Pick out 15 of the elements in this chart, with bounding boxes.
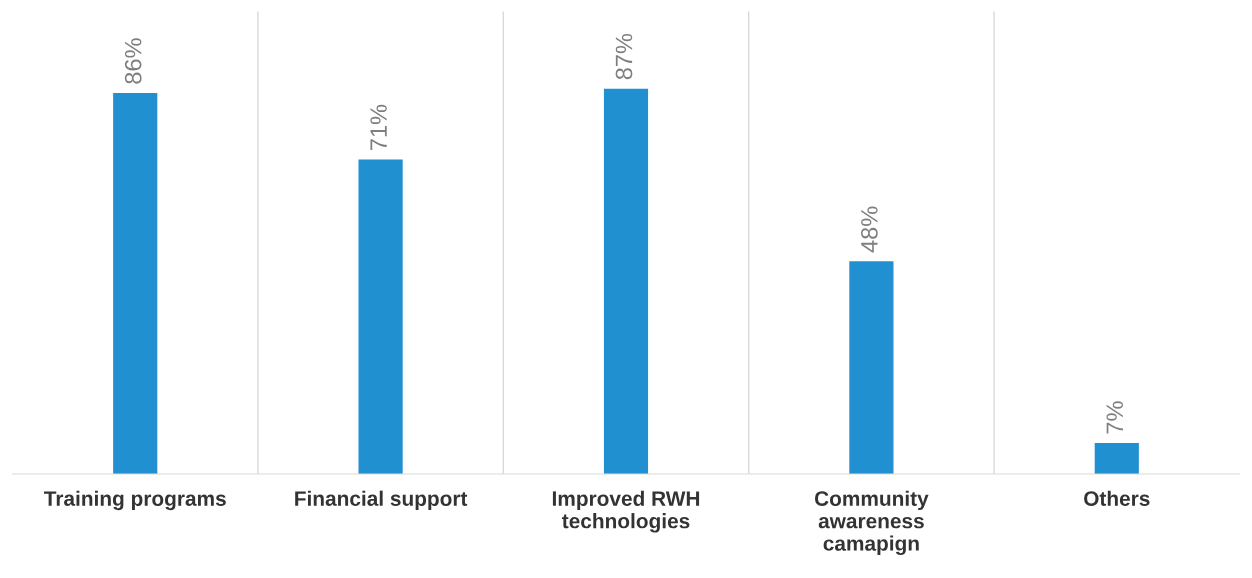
data-label: 7% xyxy=(1106,401,1124,434)
bar xyxy=(113,93,158,474)
x-tick-label: Improved RWH technologies xyxy=(552,490,700,533)
bar xyxy=(1094,442,1139,474)
bar xyxy=(849,261,894,474)
x-tick-label: Training programs xyxy=(44,490,226,511)
data-label: 71% xyxy=(370,104,387,150)
bar xyxy=(603,88,649,474)
x-tick-label: Others xyxy=(1084,490,1150,506)
x-tick-label: Community awareness camapign xyxy=(814,490,929,556)
data-label: 86% xyxy=(124,38,142,84)
data-label: 87% xyxy=(615,33,633,80)
bar xyxy=(358,159,403,474)
x-tick-label: Financial support xyxy=(295,490,468,511)
data-label: 48% xyxy=(861,206,878,253)
